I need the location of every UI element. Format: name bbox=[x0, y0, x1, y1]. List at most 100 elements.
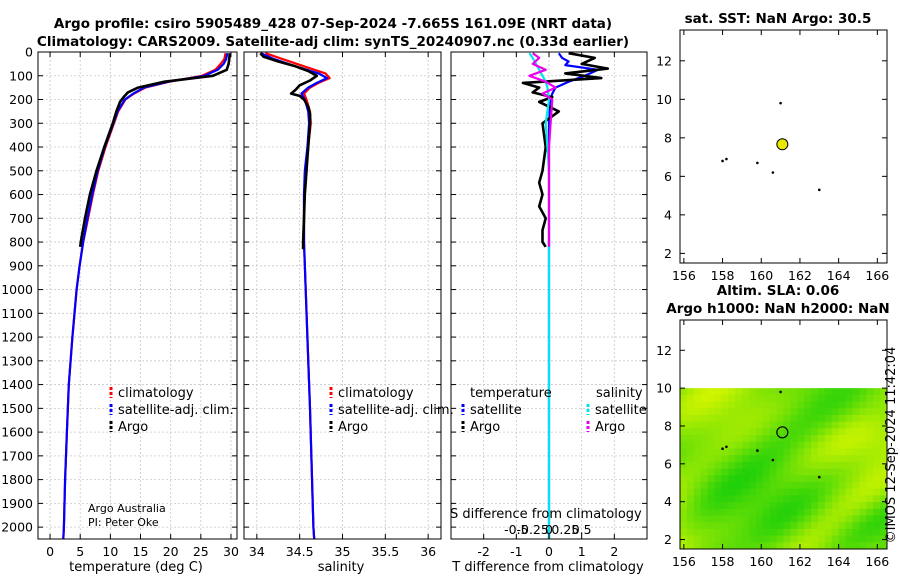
sla-cell bbox=[818, 495, 826, 503]
sla-cell bbox=[686, 414, 695, 423]
sla-cell bbox=[680, 448, 688, 456]
sla-cell bbox=[838, 394, 846, 402]
sla-cell bbox=[838, 414, 846, 423]
sla-cell bbox=[866, 522, 874, 530]
sla-cell bbox=[804, 455, 812, 463]
sla-cell bbox=[686, 488, 695, 496]
sla-cell bbox=[680, 428, 688, 436]
sla-cell bbox=[797, 455, 805, 463]
sla-cell bbox=[838, 542, 846, 550]
sla-cell bbox=[714, 461, 722, 469]
sla-cell bbox=[873, 508, 881, 516]
sla-cell bbox=[790, 435, 798, 443]
sla-cell bbox=[686, 535, 695, 543]
sla-cell bbox=[762, 535, 771, 543]
sla-cell bbox=[728, 495, 736, 503]
sla-cell bbox=[824, 401, 833, 409]
sla-cell bbox=[700, 455, 708, 463]
sla-cell bbox=[831, 394, 840, 402]
sla-cell bbox=[873, 468, 881, 476]
sla-cell bbox=[769, 421, 777, 429]
map-y-tick-label: 8 bbox=[664, 130, 672, 145]
temperature-xlabel: temperature (deg C) bbox=[69, 560, 203, 575]
sla-cell bbox=[735, 502, 743, 510]
sla-cell bbox=[824, 435, 833, 443]
difference-xlabel: T difference from climatology bbox=[451, 560, 644, 575]
sla-cell bbox=[693, 408, 702, 416]
x-tick-label: 15 bbox=[133, 544, 149, 559]
sla-cell bbox=[680, 435, 688, 443]
sla-cell bbox=[790, 388, 798, 396]
sla-cell bbox=[728, 435, 736, 443]
x-tick-label: -1 bbox=[510, 544, 522, 559]
sla-cell bbox=[818, 401, 826, 409]
sla-cell bbox=[838, 515, 846, 523]
sla-cell bbox=[797, 528, 805, 536]
sla-cell bbox=[693, 421, 702, 429]
sla-cell bbox=[714, 388, 722, 396]
sla-cell bbox=[762, 495, 771, 503]
sla-cell bbox=[693, 401, 702, 409]
sla-cell bbox=[776, 441, 784, 449]
sla-cell bbox=[880, 461, 888, 469]
sla-cell bbox=[742, 455, 750, 463]
sla-cell bbox=[693, 508, 702, 516]
sla-cell bbox=[749, 488, 757, 496]
sla-cell bbox=[790, 461, 798, 469]
sla-cell bbox=[790, 414, 798, 423]
sla-cell bbox=[776, 515, 784, 523]
sla-cell bbox=[824, 522, 833, 530]
sla-cell bbox=[797, 481, 805, 490]
sla-cell bbox=[700, 528, 708, 536]
sla-cell bbox=[880, 508, 888, 516]
sla-cell bbox=[742, 435, 750, 443]
sla-cell bbox=[707, 421, 715, 429]
sla-cell bbox=[762, 461, 771, 469]
sla-cell bbox=[749, 475, 757, 483]
sla-cell bbox=[783, 535, 791, 543]
sla-cell bbox=[776, 502, 784, 510]
sla-cell bbox=[707, 455, 715, 463]
sla-cell bbox=[831, 502, 840, 510]
sla-cell bbox=[831, 428, 840, 436]
island-dot bbox=[721, 447, 724, 450]
sla-cell bbox=[866, 414, 874, 423]
sla-cell bbox=[742, 401, 750, 409]
legend-title-salinity: salinity bbox=[596, 386, 643, 401]
sla-cell bbox=[811, 408, 819, 416]
sla-cell bbox=[866, 408, 874, 416]
sla-cell bbox=[728, 502, 736, 510]
sla-cell bbox=[804, 488, 812, 496]
sla-cell bbox=[797, 408, 805, 416]
sla-cell bbox=[845, 508, 853, 516]
sla-cell bbox=[762, 421, 771, 429]
sla-cell bbox=[873, 535, 881, 543]
sla-cell bbox=[700, 461, 708, 469]
sla-cell bbox=[742, 495, 750, 503]
sla-cell bbox=[824, 408, 833, 416]
sla-cell bbox=[769, 488, 777, 496]
sla-cell bbox=[728, 421, 736, 429]
sla-cell bbox=[838, 502, 846, 510]
map-y-tick-label: 4 bbox=[664, 207, 672, 222]
sla-cell bbox=[749, 448, 757, 456]
sla-cell bbox=[700, 421, 708, 429]
sla-cell bbox=[790, 488, 798, 496]
sla-cell bbox=[859, 542, 867, 550]
sla-cell bbox=[852, 488, 860, 496]
island-dot bbox=[817, 188, 821, 192]
sla-cell bbox=[707, 448, 715, 456]
sla-cell bbox=[742, 468, 750, 476]
sla-cell bbox=[866, 388, 874, 396]
y-tick-label: 1600 bbox=[1, 425, 33, 440]
sla-cell bbox=[859, 461, 867, 469]
sla-cell bbox=[824, 528, 833, 536]
sla-cell bbox=[700, 522, 708, 530]
sla-cell bbox=[873, 388, 881, 396]
sla-cell bbox=[742, 475, 750, 483]
sla-cell bbox=[811, 414, 819, 423]
sla-cell bbox=[824, 535, 833, 543]
sla-cell bbox=[686, 495, 695, 503]
sla-cell bbox=[749, 542, 757, 550]
sla-cell bbox=[811, 421, 819, 429]
